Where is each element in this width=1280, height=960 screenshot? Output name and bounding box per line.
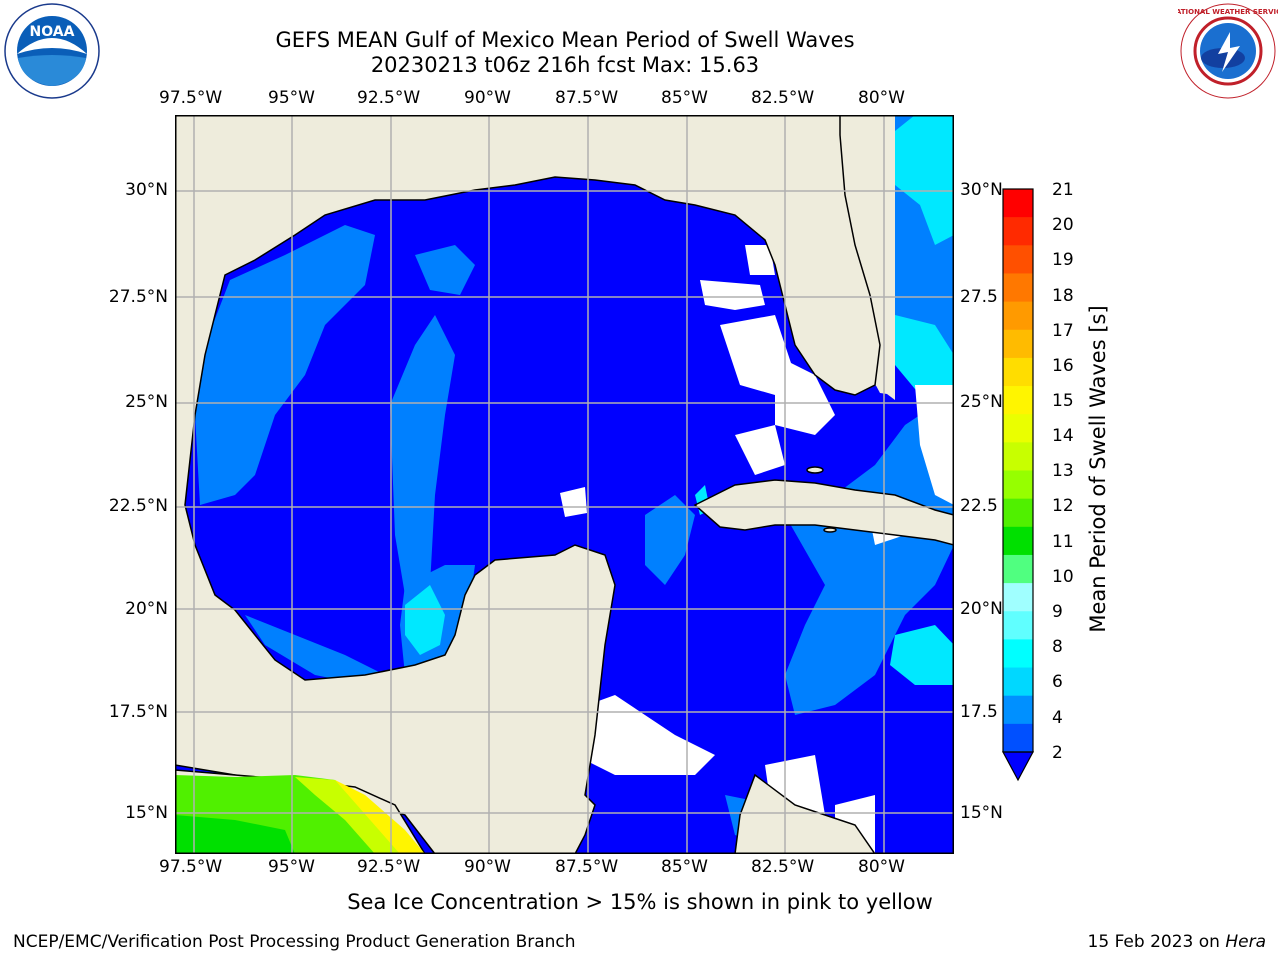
colorbar-block <box>1003 583 1033 612</box>
title-line-1: GEFS MEAN Gulf of Mexico Mean Period of … <box>275 28 855 52</box>
noaa-logo: NOAA <box>4 3 100 99</box>
lat-label: 25°N <box>960 392 1003 412</box>
lat-label: 30°N <box>960 180 1003 200</box>
lon-label: 92.5°W <box>357 857 421 877</box>
lon-label: 87.5°W <box>555 88 619 108</box>
colorbar-tick: 14 <box>1052 426 1074 446</box>
colorbar-block <box>1003 554 1033 584</box>
lat-label: 30°N <box>125 180 168 200</box>
lon-label: 85°W <box>661 88 708 108</box>
footer-date: 15 Feb 2023 on <box>1087 932 1226 952</box>
colorbar-frame <box>1002 188 1034 753</box>
colorbar-tick: 20 <box>1052 215 1074 235</box>
lon-label: 87.5°W <box>555 857 619 877</box>
swell-light-regions <box>405 115 954 685</box>
colorbar-tick: 2 <box>1052 743 1063 763</box>
map-frame <box>175 115 954 854</box>
colorbar-label: Mean Period of Swell Waves [s] <box>1086 305 1110 633</box>
colorbar-block <box>1003 217 1033 246</box>
lat-label: 22.5°N <box>108 496 168 516</box>
lat-labels-right: 30°N 27.5 25°N 22.5 20°N 17.5 15°N <box>958 0 1006 960</box>
lat-label: 25°N <box>125 392 168 412</box>
lon-label: 85°W <box>661 857 708 877</box>
lon-label: 82.5°W <box>751 88 815 108</box>
lon-labels-bottom: 97.5°W 95°W 92.5°W 90°W 87.5°W 85°W 82.5… <box>0 857 1280 881</box>
gridlines <box>175 115 954 854</box>
lat-label: 20°N <box>125 599 168 619</box>
colorbar-block <box>1003 470 1033 500</box>
colorbar-block <box>1003 189 1033 218</box>
colorbar-tick: 15 <box>1052 391 1074 411</box>
lon-label: 95°W <box>268 88 315 108</box>
nws-logo: NATIONAL WEATHER SERVICE <box>1178 3 1278 99</box>
lon-label: 97.5°W <box>159 88 223 108</box>
colorbar-block <box>1003 357 1033 387</box>
footer-left: NCEP/EMC/Verification Post Processing Pr… <box>13 932 576 952</box>
colorbar-block <box>1003 386 1033 415</box>
colorbar-block <box>1003 442 1033 471</box>
colorbar-tick: 12 <box>1052 496 1074 516</box>
colorbar-tick: 16 <box>1052 356 1074 376</box>
sea-ice-note: Sea Ice Concentration > 15% is shown in … <box>347 890 933 914</box>
colorbar-block <box>1003 414 1033 443</box>
colorbar-tick: 9 <box>1052 602 1063 622</box>
colorbar-tick: 19 <box>1052 250 1074 270</box>
colorbar-ticks: 21 20 19 18 17 16 15 14 13 12 11 10 9 8 … <box>1044 180 1084 770</box>
colorbar-block <box>1003 245 1033 274</box>
bottom-left-highlight <box>175 775 425 854</box>
lon-label: 80°W <box>858 857 905 877</box>
lon-label: 80°W <box>858 88 905 108</box>
lon-label: 82.5°W <box>751 857 815 877</box>
lon-label: 90°W <box>464 88 511 108</box>
lat-labels-left: 30°N 27.5°N 25°N 22.5°N 20°N 17.5°N 15°N <box>0 0 172 960</box>
colorbar-block <box>1003 695 1033 725</box>
footer-right: 15 Feb 2023 on Hera <box>1088 932 1266 952</box>
colorbar-tick: 8 <box>1052 637 1063 657</box>
lon-label: 97.5°W <box>159 857 223 877</box>
lon-label: 90°W <box>464 857 511 877</box>
colorbar-block <box>1003 611 1033 640</box>
colorbar-tick: 21 <box>1052 180 1074 200</box>
lat-label: 20°N <box>960 599 1003 619</box>
colorbar-block <box>1003 329 1033 359</box>
chart-title: GEFS MEAN Gulf of Mexico Mean Period of … <box>175 28 955 78</box>
colorbar-extend-arrow <box>1001 751 1035 782</box>
lat-label: 15°N <box>125 803 168 823</box>
lat-label: 15°N <box>960 803 1003 823</box>
title-line-2: 20230213 t06z 216h fcst Max: 15.63 <box>370 53 760 77</box>
lat-label: 17.5 <box>960 702 998 722</box>
colorbar-block <box>1003 301 1033 331</box>
colorbar-block <box>1003 639 1033 669</box>
colorbar-tick: 4 <box>1052 708 1063 728</box>
lat-label: 27.5 <box>960 287 998 307</box>
colorbar-tick: 11 <box>1052 532 1074 552</box>
colorbar-tick: 18 <box>1052 286 1074 306</box>
colorbar-block <box>1003 498 1033 528</box>
colorbar-tick: 10 <box>1052 567 1074 587</box>
lat-label: 22.5 <box>960 496 998 516</box>
colorbar-block <box>1003 273 1033 303</box>
footer-host: Hera <box>1225 932 1266 952</box>
colorbar-tick: 6 <box>1052 672 1063 692</box>
lon-labels-top: 97.5°W 95°W 92.5°W 90°W 87.5°W 85°W 82.5… <box>0 88 1280 112</box>
colorbar-block <box>1003 667 1033 697</box>
lat-label: 17.5°N <box>108 702 168 722</box>
colorbar-block <box>1003 723 1033 753</box>
colorbar-tick: 13 <box>1052 461 1074 481</box>
lat-label: 27.5°N <box>108 287 168 307</box>
lon-label: 95°W <box>268 857 315 877</box>
map-panel <box>175 115 954 854</box>
colorbar <box>1001 188 1035 782</box>
svg-text:NATIONAL WEATHER SERVICE: NATIONAL WEATHER SERVICE <box>1178 8 1278 16</box>
lon-label: 92.5°W <box>357 88 421 108</box>
colorbar-block <box>1003 526 1033 556</box>
noaa-logo-text: NOAA <box>30 24 75 40</box>
colorbar-tick: 17 <box>1052 321 1074 341</box>
